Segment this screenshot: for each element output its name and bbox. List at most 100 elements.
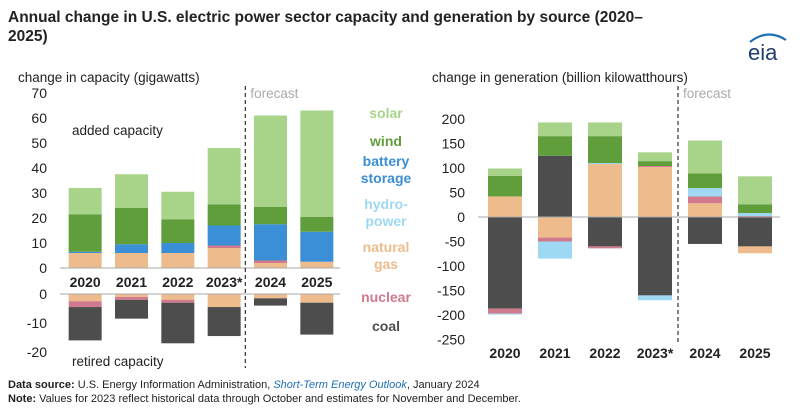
- capacity-added-bar-2025-battery-storage: [300, 231, 334, 262]
- capacity-retired-bar-2021-nuclear: [115, 296, 148, 300]
- legend-label: nuclear: [361, 289, 411, 305]
- legend: solar wind battery storage hydro-power natura…: [361, 105, 412, 334]
- capacity-category-label: 2020: [70, 274, 101, 290]
- capacity-added-bar-2020-wind: [68, 214, 102, 252]
- generation-bar-2023-coal: [638, 217, 672, 296]
- data-source-link[interactable]: Short-Term Energy Outlook: [273, 379, 407, 391]
- generation-bar-2020-solar: [488, 168, 522, 176]
- capacity-retired-bar-2022-coal: [161, 302, 195, 344]
- generation-bar-2022-coal: [588, 217, 622, 247]
- capacity-ytick-retired: -10: [27, 315, 47, 331]
- retired-capacity-annotation: retired capacity: [72, 354, 164, 369]
- legend-item-natural-gas: natural gas: [363, 239, 410, 272]
- data-source-label: Data source:: [8, 379, 75, 391]
- legend-item-wind: wind: [369, 133, 402, 149]
- generation-bar-2021-solar: [538, 122, 572, 137]
- capacity-retired-bar-2020-coal: [68, 307, 102, 341]
- legend-item-battery-storage: battery storage: [361, 153, 412, 186]
- legend-label: coal: [372, 318, 400, 334]
- capacity-ytick-added: 40: [31, 160, 47, 176]
- capacity-category-label: 2021: [116, 274, 147, 290]
- generation-bar-2025-hydro-power: [738, 213, 772, 217]
- capacity-added-bar-2023-wind: [207, 204, 241, 226]
- legend-label: hydro-: [364, 196, 408, 212]
- generation-bar-2024-nuclear: [688, 196, 722, 204]
- generation-bar-2020-coal: [488, 217, 522, 309]
- capacity-added-bar-2023-natural-gas: [207, 248, 241, 268]
- generation-chart: change in generation (billion kilowattho…: [432, 70, 780, 361]
- generation-bar-2025-wind: [738, 204, 772, 214]
- capacity-retired-bar-2025-coal: [300, 302, 334, 335]
- capacity-retired-bar-2025-natural-gas: [300, 294, 334, 303]
- generation-bar-2025-coal: [738, 217, 772, 247]
- capacity-added-bar-2022-natural-gas: [161, 253, 195, 268]
- capacity-ytick-retired: -20: [27, 344, 47, 360]
- eia-logo-text: eia: [748, 40, 778, 64]
- note-line: Note: Values for 2023 reflect historical…: [8, 392, 521, 406]
- capacity-added-bar-2024-wind: [254, 206, 287, 225]
- capacity-retired-bar-2022-natural-gas: [161, 294, 195, 300]
- capacity-category-label: 2023*: [206, 274, 243, 290]
- generation-bar-2022-solar: [588, 122, 622, 137]
- generation-bar-2022-natural-gas: [588, 164, 622, 217]
- legend-item-coal: coal: [372, 318, 400, 334]
- capacity-added-bar-2020-battery-storage: [68, 251, 102, 253]
- generation-bar-2024-wind: [688, 173, 722, 189]
- capacity-added-bar-2025-natural-gas: [300, 261, 334, 268]
- generation-bar-2020-natural-gas: [488, 196, 522, 217]
- generation-bar-2025-solar: [738, 176, 772, 205]
- generation-ytick: -100: [437, 258, 465, 274]
- capacity-added-bar-2021-wind: [115, 208, 148, 245]
- capacity-added-bar-2025-solar: [300, 110, 334, 217]
- data-source-line: Data source: U.S. Energy Information Adm…: [8, 378, 521, 392]
- generation-category-label: 2021: [539, 345, 570, 361]
- generation-ytick: 50: [449, 185, 465, 201]
- capacity-chart: change in capacity (gigawatts) 0 10 20 30 40 5…: [18, 70, 340, 369]
- capacity-retired-bar-2023-natural-gas: [207, 294, 241, 308]
- capacity-retired-bar-2021-coal: [115, 299, 148, 319]
- generation-bar-2020-hydro-power: [488, 313, 522, 315]
- capacity-forecast-label: forecast: [250, 86, 298, 101]
- generation-bar-2020-nuclear: [488, 308, 522, 314]
- generation-bar-2022-hydro-power: [588, 163, 622, 165]
- capacity-ytick-added: 70: [31, 85, 47, 101]
- generation-bar-2025-natural-gas: [738, 246, 772, 254]
- capacity-added-bar-2024-natural-gas: [254, 263, 287, 268]
- capacity-added-bar-2022-wind: [161, 219, 195, 243]
- legend-label: solar: [369, 105, 403, 121]
- capacity-retired-bar-2023-coal: [207, 307, 241, 337]
- note-text: Values for 2023 reflect historical data …: [36, 393, 521, 405]
- generation-ytick: -200: [437, 307, 465, 323]
- data-source-tail: , January 2024: [406, 379, 480, 391]
- generation-ytick: -50: [445, 234, 465, 250]
- capacity-ytick-added: 10: [31, 235, 47, 251]
- capacity-added-bar-2021-battery-storage: [115, 244, 148, 253]
- capacity-added-bar-2025-wind: [300, 216, 334, 232]
- capacity-ylabel: change in capacity (gigawatts): [18, 70, 200, 85]
- capacity-added-bar-2021-natural-gas: [115, 253, 148, 268]
- generation-category-label: 2025: [739, 345, 770, 361]
- generation-ytick: 0: [457, 209, 465, 225]
- generation-category-label: 2024: [689, 345, 720, 361]
- generation-category-label: 2023*: [637, 345, 674, 361]
- generation-bar-2021-wind: [538, 136, 572, 156]
- generation-ytick: 200: [442, 111, 466, 127]
- capacity-ytick-added: 30: [31, 185, 47, 201]
- eia-logo: eia: [748, 33, 787, 64]
- generation-bar-2021-coal: [538, 155, 572, 217]
- legend-item-hydro-power: hydro-power: [364, 196, 408, 229]
- capacity-added-bar-2024-solar: [254, 115, 287, 207]
- legend-item-nuclear: nuclear: [361, 289, 411, 305]
- generation-bar-2023-natural-gas: [638, 167, 672, 217]
- generation-bar-2021-nuclear: [538, 237, 572, 242]
- generation-bar-2024-solar: [688, 140, 722, 174]
- capacity-ytick-added: 50: [31, 135, 47, 151]
- generation-bar-2023-hydro-power: [638, 295, 672, 301]
- capacity-added-bar-2022-solar: [161, 191, 195, 220]
- generation-bar-2020-wind: [488, 175, 522, 197]
- capacity-added-bar-2023-battery-storage: [207, 225, 241, 246]
- capacity-added-bar-2023-solar: [207, 148, 241, 205]
- data-source-text: U.S. Energy Information Administration,: [74, 379, 274, 391]
- capacity-retired-bar-2020-natural-gas: [68, 294, 102, 302]
- capacity-added-bar-2024-nuclear: [254, 260, 287, 263]
